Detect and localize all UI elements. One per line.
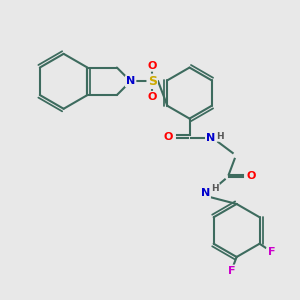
Text: N: N	[126, 76, 135, 86]
Text: N: N	[206, 133, 216, 143]
Text: O: O	[163, 132, 172, 142]
Text: O: O	[148, 92, 157, 102]
Text: H: H	[216, 132, 224, 141]
Text: O: O	[247, 172, 256, 182]
Text: F: F	[268, 247, 275, 256]
Text: S: S	[148, 75, 157, 88]
Text: H: H	[211, 184, 219, 193]
Text: F: F	[228, 266, 236, 276]
Text: O: O	[148, 61, 157, 70]
Text: N: N	[201, 188, 210, 198]
